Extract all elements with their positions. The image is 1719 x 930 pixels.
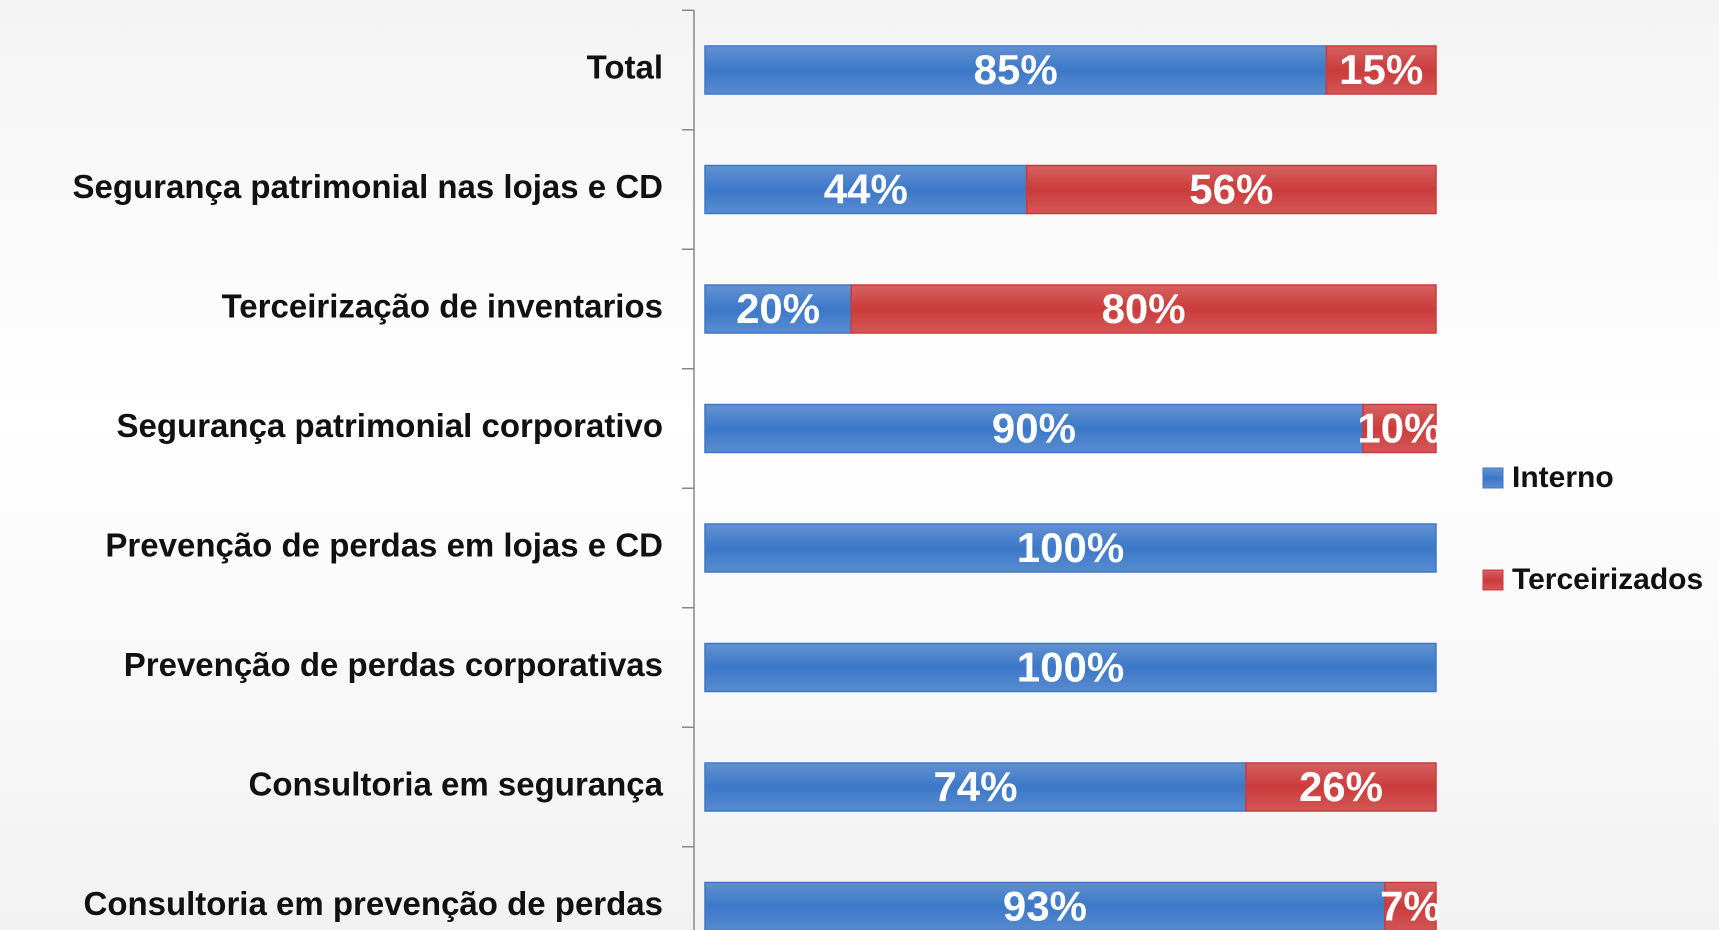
value-label: 15% bbox=[1339, 46, 1423, 93]
category-label: Consultoria em prevenção de perdas bbox=[83, 885, 663, 922]
value-label: 56% bbox=[1189, 166, 1273, 213]
bar-segment bbox=[704, 164, 1028, 215]
bar-segment bbox=[1384, 881, 1437, 930]
bar-segment bbox=[1362, 403, 1437, 454]
bar-segment bbox=[1325, 45, 1437, 95]
value-label: 26% bbox=[1299, 763, 1383, 810]
bar-segment bbox=[704, 762, 1247, 812]
legend-label: Interno bbox=[1512, 461, 1614, 494]
category-label: Prevenção de perdas em lojas e CD bbox=[105, 527, 663, 564]
category-label: Segurança patrimonial corporativo bbox=[117, 407, 663, 444]
legend-swatch bbox=[1482, 569, 1504, 591]
value-label: 85% bbox=[974, 46, 1058, 93]
bar-segment bbox=[704, 642, 1437, 693]
value-label: 44% bbox=[824, 166, 908, 213]
bar-segment bbox=[850, 284, 1437, 334]
legend-swatch bbox=[1482, 467, 1504, 489]
value-label: 80% bbox=[1102, 285, 1186, 332]
value-label: 100% bbox=[1017, 524, 1124, 571]
value-label: 7% bbox=[1380, 883, 1441, 930]
bar-segment bbox=[704, 881, 1386, 930]
bar-segment bbox=[1245, 762, 1437, 812]
value-label: 90% bbox=[992, 405, 1076, 452]
legend-label: Terceirizados bbox=[1512, 563, 1703, 596]
bar-segment bbox=[704, 45, 1328, 95]
bar-segment bbox=[1025, 164, 1437, 215]
category-label: Terceirização de inventarios bbox=[222, 288, 663, 325]
value-label: 93% bbox=[1003, 883, 1087, 930]
bar-segment bbox=[704, 403, 1364, 454]
category-label: Segurança patrimonial nas lojas e CD bbox=[72, 168, 663, 205]
bar-segment bbox=[704, 523, 1437, 573]
category-label: Consultoria em segurança bbox=[249, 766, 664, 803]
category-label: Total bbox=[587, 49, 663, 86]
value-label: 74% bbox=[933, 763, 1017, 810]
category-label: Prevenção de perdas corporativas bbox=[124, 646, 663, 683]
value-label: 100% bbox=[1017, 644, 1124, 691]
value-label: 10% bbox=[1357, 405, 1441, 452]
value-label: 20% bbox=[736, 285, 820, 332]
